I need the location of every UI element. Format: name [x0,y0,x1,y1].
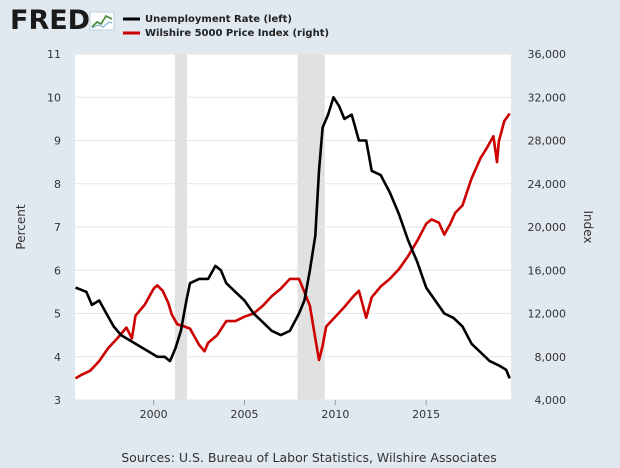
left-tick-label: 3 [54,394,61,407]
left-axis-title: Percent [14,204,28,249]
fred-logo-chart-icon [89,11,115,31]
legend-item-wilshire[interactable]: Wilshire 5000 Price Index (right) [123,28,329,39]
right-tick-label: 20,000 [528,221,567,234]
right-tick-label: 24,000 [528,178,567,191]
x-tick-label: 2015 [412,408,440,421]
source-note: Sources: U.S. Bureau of Labor Statistics… [121,450,496,465]
right-tick-label: 8,000 [535,351,567,364]
right-tick-label: 16,000 [528,264,567,277]
left-tick-label: 9 [54,135,61,148]
legend-item-unemployment[interactable]: Unemployment Rate (left) [123,14,292,25]
legend-label-wilshire: Wilshire 5000 Price Index (right) [145,28,329,39]
legend-label-unemployment: Unemployment Rate (left) [145,14,292,25]
right-tick-label: 36,000 [528,48,567,61]
right-tick-label: 32,000 [528,91,567,104]
x-axis-ticks: 2000 2005 2010 2015 [140,400,440,421]
series-line-unemployment[interactable] [75,96,511,379]
left-tick-label: 5 [54,308,61,321]
right-tick-label: 28,000 [528,135,567,148]
left-tick-label: 6 [54,264,61,277]
right-axis-ticks: 4,000 8,000 12,000 16,000 20,000 24,000 28,000… [528,48,567,407]
series-line-wilshire[interactable] [74,112,511,380]
left-tick-label: 10 [47,91,61,104]
right-tick-label: 12,000 [528,308,567,321]
fred-logo[interactable]: FRED [10,5,115,36]
right-axis-title: Index [581,210,595,243]
left-tick-label: 7 [54,221,61,234]
left-tick-label: 11 [47,48,61,61]
x-tick-label: 2010 [321,408,349,421]
chart-legend: Unemployment Rate (left) Wilshire 5000 P… [123,14,329,39]
x-tick-label: 2005 [230,408,258,421]
left-axis-ticks: 3 4 5 6 7 8 9 10 11 [47,48,61,407]
left-tick-label: 4 [54,351,61,364]
right-tick-label: 4,000 [535,394,567,407]
x-tick-label: 2000 [140,408,168,421]
fred-logo-text: FRED [10,5,90,36]
left-tick-label: 8 [54,178,61,191]
grid-lines [75,53,511,401]
data-series [74,96,511,380]
